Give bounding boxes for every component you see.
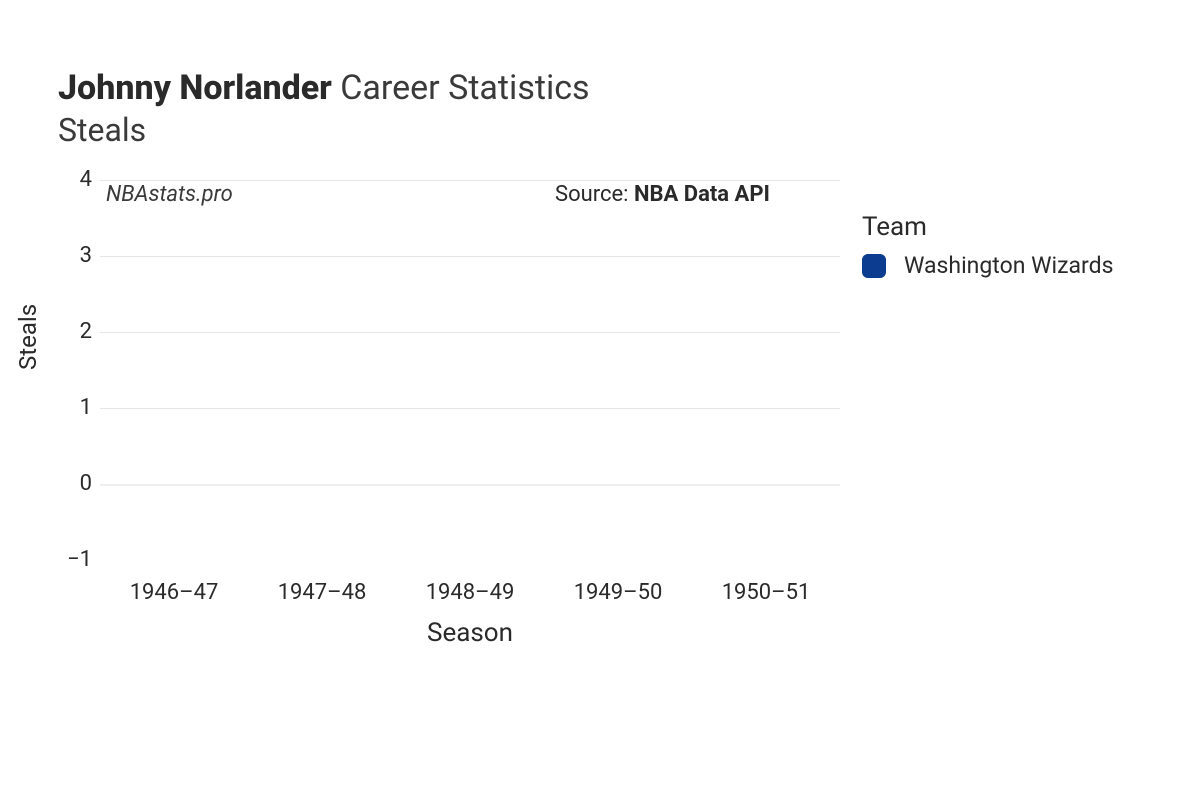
title-suffix: Career Statistics: [340, 68, 589, 108]
x-tick-label: 1950–51: [722, 580, 811, 605]
source-text: Source: NBA Data API: [555, 182, 770, 207]
source-name: NBA Data API: [634, 182, 770, 207]
x-tick-label: 1947–48: [278, 580, 367, 605]
legend: Team Washington Wizards: [862, 212, 1113, 279]
y-tick-label: 1: [52, 395, 92, 420]
legend-swatch: [862, 254, 886, 278]
gridline: [100, 484, 840, 486]
y-tick-label: −1: [52, 547, 92, 572]
chart-subtitle: Steals: [58, 111, 590, 149]
player-name: Johnny Norlander: [58, 68, 332, 108]
title-block: Johnny Norlander Career Statistics Steal…: [58, 68, 590, 149]
gridline: [100, 408, 840, 409]
y-tick-label: 0: [52, 471, 92, 496]
watermark: NBAstats.pro: [106, 182, 233, 207]
legend-item: Washington Wizards: [862, 252, 1113, 279]
y-axis-label: Steals: [14, 304, 42, 370]
gridline: [100, 180, 840, 181]
x-axis-label: Season: [427, 618, 513, 648]
chart-container: Johnny Norlander Career Statistics Steal…: [0, 0, 1200, 800]
x-tick-label: 1948–49: [426, 580, 515, 605]
chart-title: Johnny Norlander Career Statistics: [58, 68, 590, 109]
x-tick-label: 1946–47: [130, 580, 219, 605]
legend-title: Team: [862, 212, 1113, 242]
gridline: [100, 256, 840, 257]
source-prefix: Source:: [555, 182, 634, 207]
y-tick-label: 2: [52, 319, 92, 344]
legend-label: Washington Wizards: [904, 252, 1113, 279]
y-tick-label: 3: [52, 243, 92, 268]
plot-area: [100, 180, 840, 560]
gridline: [100, 332, 840, 333]
y-tick-label: 4: [52, 167, 92, 192]
x-tick-label: 1949–50: [574, 580, 663, 605]
